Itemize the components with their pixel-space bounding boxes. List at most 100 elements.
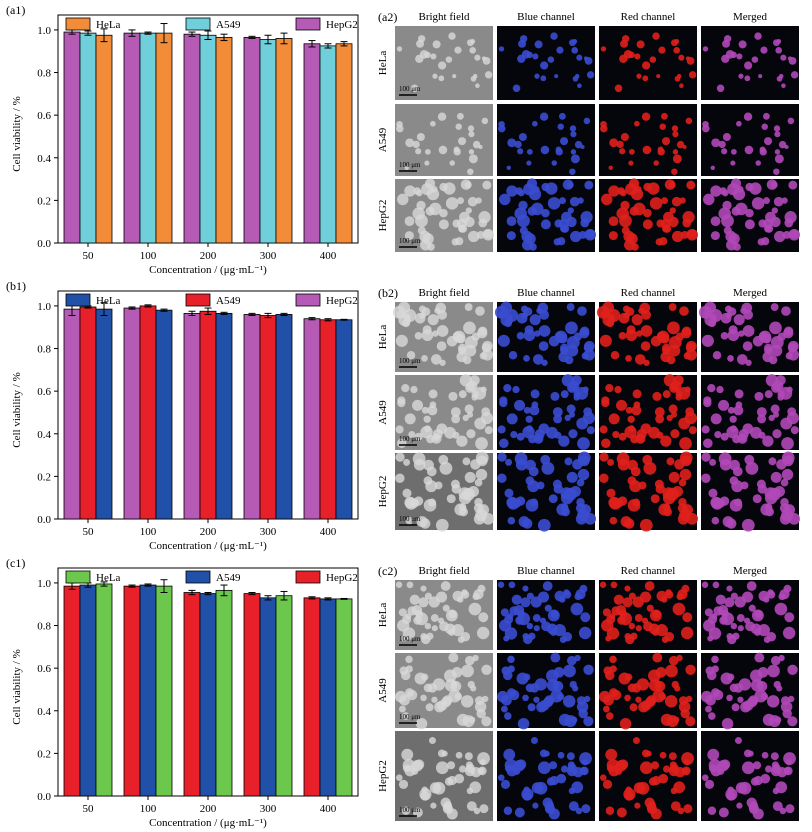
cell-spot: [550, 32, 558, 40]
cell-spot: [702, 120, 709, 128]
cell-spot: [629, 480, 642, 493]
cell-spot: [646, 802, 657, 812]
cell-spot: [438, 75, 445, 82]
scale-bar-label: 100 μm: [399, 635, 421, 643]
x-tick-label: 200: [200, 526, 217, 538]
cell-spot: [540, 75, 547, 82]
cell-spot: [658, 773, 669, 784]
cell-spot: [459, 765, 467, 773]
cell-spot: [578, 708, 588, 719]
cell-spot: [710, 185, 722, 197]
cell-spot: [465, 207, 472, 214]
cell-spot: [430, 614, 439, 622]
cell-spot: [719, 458, 732, 471]
cell-spot: [471, 390, 479, 398]
cell-spot: [421, 634, 431, 645]
cell-spot: [630, 434, 639, 444]
cell-spot: [540, 454, 551, 465]
cell-spot: [497, 473, 507, 484]
cell-spot: [506, 216, 517, 227]
cell-spot: [668, 404, 678, 414]
cell-spot: [659, 751, 667, 759]
cell-spot: [721, 148, 728, 155]
cell-spot: [761, 751, 769, 759]
cell-spot: [407, 606, 417, 616]
cell-spot: [500, 313, 513, 327]
cell-spot: [497, 425, 506, 434]
cell-spot: [601, 619, 614, 632]
cell-spot: [564, 457, 573, 466]
cell-spot: [716, 84, 725, 93]
micrograph-tile: [494, 301, 596, 372]
cell-spot: [541, 182, 550, 192]
cell-spot: [701, 473, 711, 484]
cell-spot: [610, 581, 618, 589]
cell-spot: [599, 334, 612, 347]
cell-spot: [679, 468, 692, 481]
cell-spot: [404, 216, 415, 227]
cell-spot: [661, 137, 671, 146]
cell-spot: [446, 761, 456, 770]
cell-spot: [666, 355, 676, 365]
cell-spot: [619, 54, 628, 63]
panel-label: (a2): [378, 10, 397, 24]
bar-hepg2: [303, 597, 321, 797]
cell-spot: [449, 160, 456, 166]
cell-spot: [619, 189, 627, 197]
cell-spot: [511, 594, 522, 605]
scale-bar-label: 100 μm: [399, 357, 421, 365]
micrograph-tile: [496, 652, 595, 730]
cell-spot: [559, 197, 566, 205]
cell-spot: [629, 703, 638, 712]
cell-spot: [778, 592, 786, 601]
cell-spot: [770, 344, 783, 357]
cell-spot: [711, 138, 721, 148]
cell-spot: [582, 386, 589, 393]
cell-spot: [652, 391, 662, 401]
cell-spot: [507, 516, 516, 525]
cell-spot: [474, 54, 481, 61]
x-tick-label: 50: [83, 803, 95, 815]
scale-bar-label: 100 μm: [399, 515, 421, 523]
cell-spot: [686, 180, 696, 190]
cell-spot: [465, 763, 475, 773]
cell-spot: [528, 466, 539, 477]
cell-spot: [518, 200, 528, 211]
cell-spot: [599, 425, 608, 434]
cell-spot: [599, 473, 609, 484]
cell-spot: [583, 56, 589, 61]
cell-spot: [425, 480, 438, 493]
cell-spot: [678, 478, 687, 487]
bar-hela: [275, 38, 293, 244]
cell-spot: [762, 713, 776, 726]
cell-spot: [516, 432, 525, 441]
cell-spot: [466, 429, 476, 439]
bar-a549: [199, 34, 217, 244]
cell-spot: [419, 788, 432, 801]
cell-spot: [452, 431, 460, 439]
cell-spot: [736, 120, 742, 127]
cell-spot: [718, 140, 726, 149]
cell-spot: [500, 705, 508, 713]
cell-spot: [730, 160, 736, 166]
cell-spot: [744, 145, 754, 155]
cell-spot: [452, 74, 457, 79]
cell-spot: [550, 391, 560, 401]
cell-spot: [602, 705, 610, 713]
cell-spot: [421, 329, 434, 342]
micrograph-tile: [599, 104, 697, 176]
cell-spot: [448, 391, 458, 401]
cell-spot: [451, 414, 461, 424]
cell-spot: [600, 120, 607, 128]
cell-spot: [733, 314, 745, 326]
cell-spot: [707, 712, 716, 720]
y-tick-label: 0.6: [37, 110, 51, 122]
cell-spot: [569, 168, 576, 175]
bar-hela: [215, 589, 233, 797]
cell-spot: [640, 341, 651, 351]
cell-spot: [607, 458, 615, 466]
bar-hepg2: [123, 307, 141, 520]
cell-spot: [396, 120, 403, 128]
cell-spot: [563, 590, 572, 599]
bar-hepg2: [63, 308, 81, 520]
